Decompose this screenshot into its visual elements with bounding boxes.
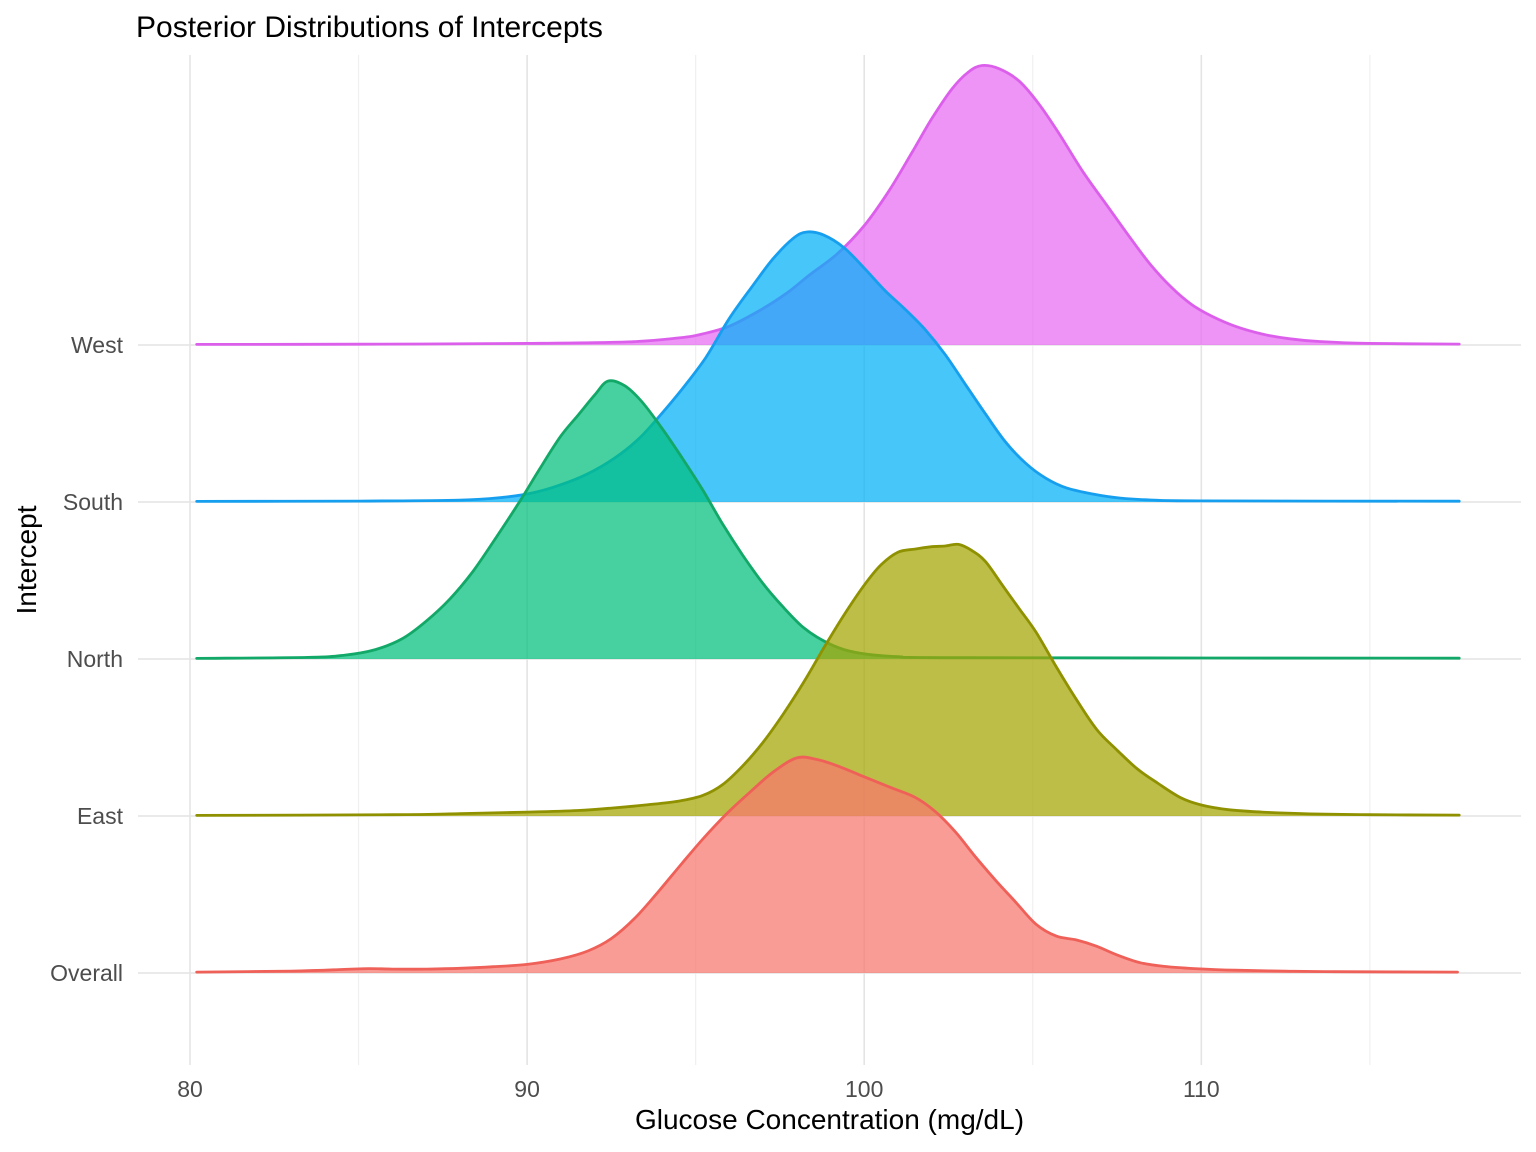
ridge-fill-south: [196, 231, 1460, 502]
y-axis-title: Intercept: [11, 505, 42, 615]
ridge-line-west: [195, 63, 1461, 346]
ridge-line-overall: [195, 755, 1459, 974]
y-tick-label-overall: Overall: [50, 960, 123, 986]
x-tick-label-100: 100: [845, 1076, 884, 1102]
ridge-fill-north: [196, 380, 1460, 659]
y-tick-label-south: South: [62, 489, 123, 515]
ridge-fill-overall: [196, 757, 1458, 973]
ridge-fill-west: [196, 65, 1460, 345]
ridge-line-east: [195, 542, 1461, 817]
x-tick-label-110: 110: [1182, 1076, 1220, 1102]
y-tick-label-west: West: [71, 332, 123, 358]
x-tick-label-80: 80: [177, 1076, 203, 1102]
x-tick-label-90: 90: [514, 1076, 540, 1102]
chart-title: Posterior Distributions of Intercepts: [136, 11, 603, 44]
x-axis-title: Glucose Concentration (mg/dL): [634, 1104, 1025, 1135]
y-tick-label-north: North: [66, 646, 123, 672]
ridge-fill-east: [196, 544, 1460, 816]
y-tick-label-east: East: [76, 803, 123, 829]
